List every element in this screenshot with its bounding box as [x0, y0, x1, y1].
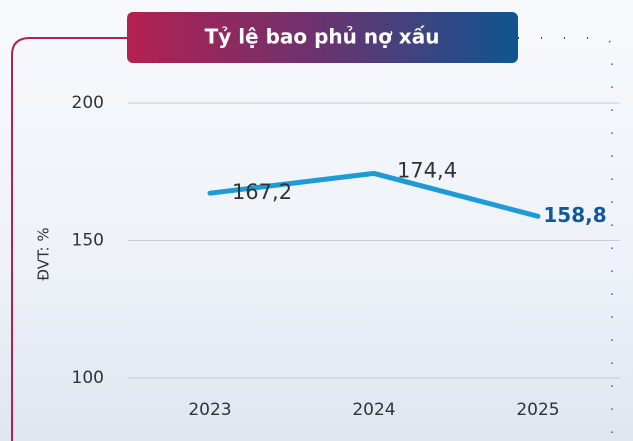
chart-title: Tỷ lệ bao phủ nợ xấu: [205, 25, 440, 49]
data-label: 158,8: [543, 203, 606, 227]
x-tick-label: 2025: [516, 400, 559, 420]
y-tick-label: 200: [72, 93, 104, 113]
data-label: 167,2: [232, 180, 292, 204]
data-label: 174,4: [397, 158, 457, 182]
x-tick-label: 2024: [352, 400, 395, 420]
chart: Tỷ lệ bao phủ nợ xấu ĐVT: % 100 150 200 202…: [0, 0, 633, 441]
x-tick-label: 2023: [188, 400, 231, 420]
y-tick-label: 100: [72, 368, 104, 388]
y-tick-label: 150: [72, 231, 104, 251]
y-axis-label: ĐVT: %: [35, 227, 53, 280]
